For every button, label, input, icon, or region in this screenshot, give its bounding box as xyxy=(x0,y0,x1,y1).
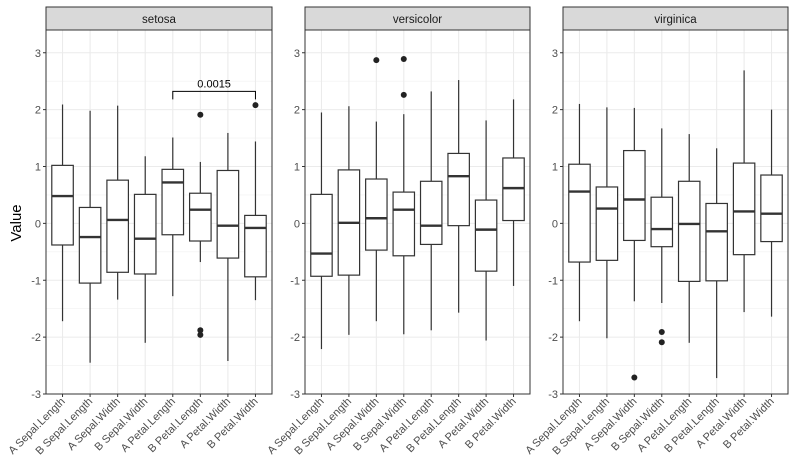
y-tick-label: 0 xyxy=(35,218,41,230)
box-a-petal-length xyxy=(161,137,185,297)
y-tick-label: -3 xyxy=(31,389,41,401)
box-b-petal-width xyxy=(502,99,525,286)
y-tick-label: -2 xyxy=(548,332,558,344)
box-a-petal-length xyxy=(419,91,443,331)
y-tick-label: 1 xyxy=(35,162,41,174)
outlier-point xyxy=(197,111,204,118)
box-b-petal-length xyxy=(188,111,212,338)
outlier-point xyxy=(658,339,665,346)
iqr-box xyxy=(78,206,102,284)
y-tick-label: 2 xyxy=(552,105,558,117)
iqr-box xyxy=(447,152,470,227)
y-tick-label: 2 xyxy=(294,105,300,117)
p-value-label: 0.0015 xyxy=(197,78,231,90)
box-a-petal-width xyxy=(732,70,756,313)
y-tick-label: -3 xyxy=(290,389,300,401)
box-a-sepal-length xyxy=(310,112,333,350)
box-a-petal-width xyxy=(474,120,498,341)
box-b-sepal-length xyxy=(78,110,102,363)
iqr-box xyxy=(474,199,498,272)
iqr-box xyxy=(760,174,783,243)
box-b-petal-width xyxy=(244,102,267,301)
box-a-sepal-width xyxy=(623,107,646,381)
iqr-box xyxy=(216,169,240,259)
panel-border xyxy=(45,29,273,395)
iqr-box xyxy=(677,180,701,282)
y-tick-label: -2 xyxy=(31,332,41,344)
y-tick-label: 3 xyxy=(35,48,41,60)
y-axis-label: Value xyxy=(8,204,25,241)
box-b-petal-length xyxy=(447,80,470,313)
outlier-point xyxy=(658,329,665,336)
iqr-box xyxy=(244,214,267,278)
y-tick-label: 3 xyxy=(294,48,300,60)
iqr-box xyxy=(365,178,388,251)
outlier-point xyxy=(400,56,407,63)
outlier-point xyxy=(197,327,204,334)
iqr-box xyxy=(705,202,728,282)
iqr-box xyxy=(568,163,591,263)
y-tick-label: 2 xyxy=(35,105,41,117)
iqr-box xyxy=(650,196,674,248)
facet-title: versicolor xyxy=(393,14,442,26)
outlier-point xyxy=(252,102,259,109)
significance-bracket xyxy=(172,90,256,100)
outlier-point xyxy=(197,331,204,338)
iqr-box xyxy=(310,193,333,277)
iqr-box xyxy=(419,180,443,246)
iqr-box xyxy=(623,149,646,242)
y-tick-label: -1 xyxy=(548,275,558,287)
y-tick-label: -1 xyxy=(290,275,300,287)
iqr-box xyxy=(133,193,157,275)
box-a-petal-width xyxy=(216,132,240,362)
facet-title: virginica xyxy=(654,14,697,26)
box-a-sepal-width xyxy=(106,105,130,300)
box-b-sepal-length xyxy=(595,107,619,339)
outlier-point xyxy=(373,57,380,64)
y-tick-label: 0 xyxy=(552,218,558,230)
y-tick-label: 1 xyxy=(552,162,558,174)
box-a-sepal-width xyxy=(365,57,388,322)
box-b-sepal-width xyxy=(392,56,416,335)
iqr-box xyxy=(392,191,416,257)
box-a-sepal-length xyxy=(568,103,591,322)
facet-title: setosa xyxy=(142,14,176,26)
outlier-point xyxy=(631,374,638,381)
y-tick-label: 3 xyxy=(552,48,558,60)
box-b-sepal-width xyxy=(133,156,157,343)
iqr-box xyxy=(595,186,619,261)
outlier-point xyxy=(400,91,407,98)
iqr-box xyxy=(161,168,185,236)
iqr-box xyxy=(51,164,74,246)
iqr-box xyxy=(188,192,212,242)
box-a-sepal-length xyxy=(51,104,74,322)
y-tick-label: 0 xyxy=(294,218,300,230)
y-tick-label: -2 xyxy=(290,332,300,344)
box-a-petal-length xyxy=(677,134,701,343)
y-tick-label: -3 xyxy=(548,389,558,401)
box-b-sepal-width xyxy=(650,128,674,346)
y-tick-label: -1 xyxy=(31,275,41,287)
box-b-petal-width xyxy=(760,109,783,317)
box-b-sepal-length xyxy=(337,106,361,335)
iqr-box xyxy=(106,179,130,273)
panel-border xyxy=(304,29,531,395)
panel-border xyxy=(562,29,789,395)
y-tick-label: 1 xyxy=(294,162,300,174)
box-b-petal-length xyxy=(705,148,728,379)
iqr-box xyxy=(732,162,756,256)
